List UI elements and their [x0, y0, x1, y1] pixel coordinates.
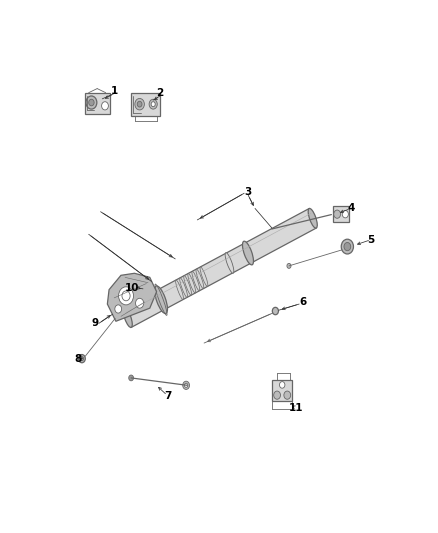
Ellipse shape — [155, 286, 167, 313]
Circle shape — [151, 102, 155, 107]
Circle shape — [183, 381, 190, 390]
Polygon shape — [107, 273, 156, 321]
Circle shape — [115, 305, 122, 313]
Circle shape — [184, 383, 188, 387]
Circle shape — [279, 382, 285, 388]
Ellipse shape — [225, 253, 234, 273]
Circle shape — [272, 308, 279, 314]
FancyBboxPatch shape — [333, 206, 350, 222]
Text: 4: 4 — [347, 204, 354, 213]
Circle shape — [86, 96, 97, 109]
Circle shape — [122, 291, 130, 301]
Ellipse shape — [123, 308, 132, 327]
Circle shape — [284, 391, 291, 399]
FancyBboxPatch shape — [131, 93, 160, 117]
Circle shape — [135, 99, 145, 110]
Circle shape — [342, 211, 348, 218]
FancyBboxPatch shape — [85, 93, 110, 114]
Text: 8: 8 — [74, 353, 81, 364]
Circle shape — [344, 243, 351, 251]
Circle shape — [80, 357, 84, 361]
Text: 1: 1 — [110, 86, 118, 95]
Ellipse shape — [184, 276, 191, 295]
Text: 9: 9 — [91, 318, 99, 328]
Ellipse shape — [192, 271, 200, 291]
Polygon shape — [124, 208, 316, 327]
Circle shape — [102, 102, 108, 110]
Circle shape — [78, 354, 85, 363]
Ellipse shape — [243, 241, 254, 265]
Ellipse shape — [200, 267, 208, 286]
Circle shape — [274, 391, 280, 399]
Text: 7: 7 — [164, 391, 171, 401]
Circle shape — [149, 99, 157, 109]
Ellipse shape — [176, 280, 184, 300]
Ellipse shape — [196, 269, 204, 289]
Circle shape — [287, 263, 291, 268]
Ellipse shape — [188, 273, 196, 293]
Circle shape — [119, 287, 134, 305]
Ellipse shape — [180, 278, 187, 297]
Text: 2: 2 — [156, 88, 164, 98]
Text: 10: 10 — [125, 282, 139, 293]
Text: 11: 11 — [289, 403, 304, 413]
Circle shape — [341, 239, 353, 254]
FancyBboxPatch shape — [272, 380, 292, 401]
Circle shape — [129, 375, 134, 381]
Text: 5: 5 — [367, 235, 375, 245]
Circle shape — [334, 210, 341, 219]
Ellipse shape — [308, 208, 317, 228]
Circle shape — [137, 101, 142, 107]
Text: 3: 3 — [244, 187, 252, 197]
Text: 6: 6 — [300, 297, 307, 307]
Circle shape — [88, 99, 94, 106]
Circle shape — [135, 298, 144, 308]
